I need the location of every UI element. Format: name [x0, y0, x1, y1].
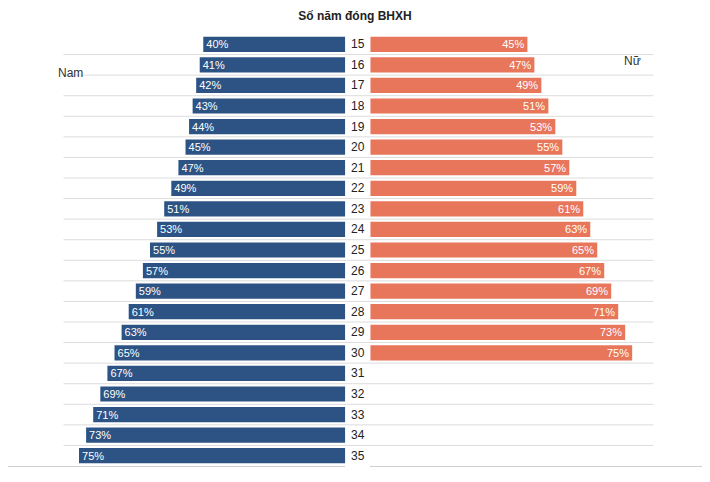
- svg-text:24: 24: [351, 222, 365, 236]
- svg-text:51%: 51%: [167, 203, 189, 215]
- svg-text:49%: 49%: [516, 79, 538, 91]
- svg-text:17: 17: [351, 78, 365, 92]
- svg-text:61%: 61%: [558, 203, 580, 215]
- svg-text:47%: 47%: [509, 59, 531, 71]
- svg-text:55%: 55%: [153, 244, 175, 256]
- svg-text:75%: 75%: [82, 450, 104, 462]
- svg-text:30: 30: [351, 346, 365, 360]
- svg-text:18: 18: [351, 99, 365, 113]
- svg-text:47%: 47%: [181, 162, 203, 174]
- svg-text:57%: 57%: [146, 265, 168, 277]
- svg-text:53%: 53%: [530, 121, 552, 133]
- svg-text:75%: 75%: [607, 347, 629, 359]
- svg-text:71%: 71%: [96, 409, 118, 421]
- svg-text:33: 33: [351, 408, 365, 422]
- svg-text:67%: 67%: [579, 265, 601, 277]
- svg-text:41%: 41%: [203, 59, 225, 71]
- svg-text:27: 27: [351, 284, 365, 298]
- svg-text:53%: 53%: [160, 223, 182, 235]
- svg-text:35: 35: [351, 449, 365, 463]
- svg-text:22: 22: [351, 181, 365, 195]
- svg-text:Nữ: Nữ: [624, 54, 641, 68]
- svg-text:69%: 69%: [586, 285, 608, 297]
- svg-text:26: 26: [351, 264, 365, 278]
- svg-text:49%: 49%: [174, 182, 196, 194]
- svg-text:23: 23: [351, 202, 365, 216]
- svg-text:Số năm đóng BHXH: Số năm đóng BHXH: [298, 9, 411, 23]
- svg-text:57%: 57%: [544, 162, 566, 174]
- svg-text:31: 31: [351, 366, 365, 380]
- svg-text:21: 21: [351, 161, 365, 175]
- svg-text:44%: 44%: [192, 121, 214, 133]
- svg-text:61%: 61%: [132, 306, 154, 318]
- svg-text:34: 34: [351, 428, 365, 442]
- svg-text:69%: 69%: [103, 388, 125, 400]
- svg-text:71%: 71%: [593, 306, 615, 318]
- svg-text:73%: 73%: [600, 326, 622, 338]
- svg-text:45%: 45%: [502, 38, 524, 50]
- svg-text:29: 29: [351, 325, 365, 339]
- svg-text:40%: 40%: [206, 38, 228, 50]
- svg-text:28: 28: [351, 305, 365, 319]
- svg-text:65%: 65%: [118, 347, 140, 359]
- svg-text:59%: 59%: [551, 182, 573, 194]
- svg-text:20: 20: [351, 140, 365, 154]
- svg-text:63%: 63%: [125, 326, 147, 338]
- svg-text:Nam: Nam: [58, 66, 83, 80]
- svg-text:45%: 45%: [189, 141, 211, 153]
- svg-text:16: 16: [351, 58, 365, 72]
- svg-text:55%: 55%: [537, 141, 559, 153]
- svg-text:67%: 67%: [110, 367, 132, 379]
- svg-text:73%: 73%: [89, 429, 111, 441]
- svg-text:15: 15: [351, 37, 365, 51]
- svg-text:42%: 42%: [199, 79, 221, 91]
- svg-text:43%: 43%: [196, 100, 218, 112]
- svg-text:63%: 63%: [565, 223, 587, 235]
- svg-text:51%: 51%: [523, 100, 545, 112]
- svg-text:59%: 59%: [139, 285, 161, 297]
- svg-text:19: 19: [351, 120, 365, 134]
- svg-text:25: 25: [351, 243, 365, 257]
- svg-text:32: 32: [351, 387, 365, 401]
- svg-text:65%: 65%: [572, 244, 594, 256]
